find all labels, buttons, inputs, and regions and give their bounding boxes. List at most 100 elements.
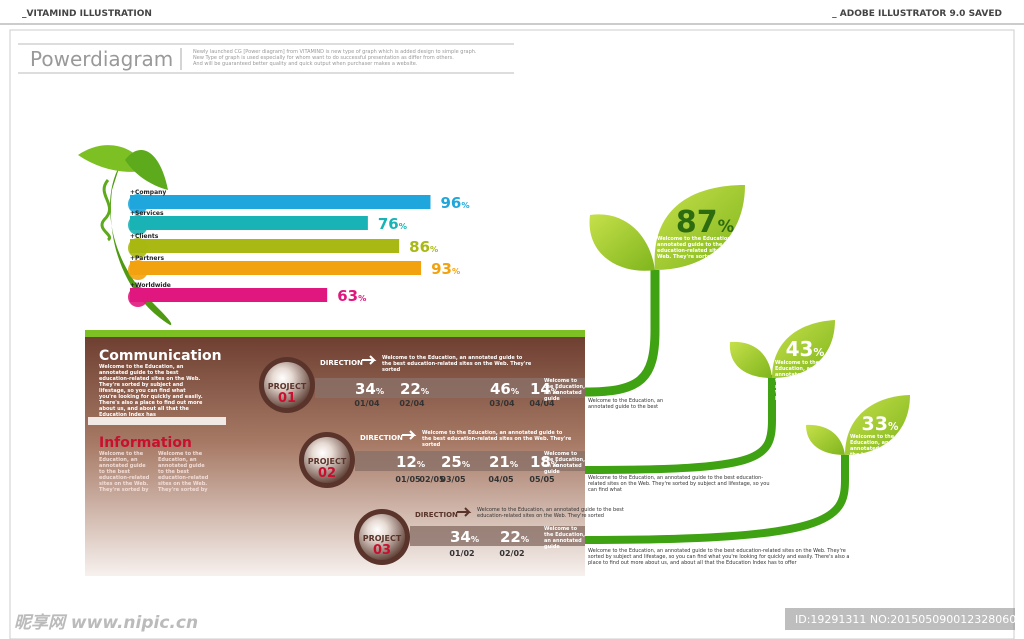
percent-unit: % <box>399 221 407 231</box>
date-label: 04/04 <box>529 399 555 408</box>
date-label: 05/05 <box>529 475 555 484</box>
section-title: Communication <box>99 348 222 364</box>
title: Powerdiagram <box>30 47 173 71</box>
project-note: Welcome to the Education, an annotated g… <box>544 526 585 550</box>
project-label: PROJECT <box>308 457 347 466</box>
pea <box>128 287 148 307</box>
leaf-text: Welcome to the Education, an annotated g… <box>850 434 907 476</box>
percent-value: 76 <box>378 215 399 233</box>
date-label: 01/04 <box>354 399 380 408</box>
date-label: 02/04 <box>399 399 425 408</box>
frame <box>9 29 1015 639</box>
leaf <box>729 341 772 378</box>
value-band <box>355 451 585 471</box>
project-number: 01 <box>278 391 296 406</box>
leaf <box>654 185 745 270</box>
percent-value: 25 <box>441 453 462 471</box>
value-band <box>315 378 585 398</box>
leaf <box>806 424 845 455</box>
leaf <box>845 395 910 455</box>
bar-label: +Services <box>130 210 164 217</box>
bar <box>130 216 368 230</box>
note: Welcome to the Education, an annotated g… <box>588 475 770 493</box>
watermark-site: 昵享网 www.nipic.cn <box>14 613 198 633</box>
percent-value: 12 <box>396 453 417 471</box>
direction: DIRECTION <box>360 434 403 442</box>
header-left: _VITAMIND ILLUSTRATION <box>22 9 152 19</box>
project-badge-inner <box>264 362 310 408</box>
project-value: 21% <box>489 453 518 471</box>
percent-unit: % <box>430 244 438 254</box>
direction-arrow <box>402 430 417 440</box>
project-value: 25% <box>441 453 470 471</box>
note: Welcome to the Education, an annotated g… <box>588 548 850 566</box>
watermark-strip <box>785 608 1015 630</box>
percent-unit: % <box>376 386 384 396</box>
percent-value: 33 <box>862 413 888 435</box>
section-title: Information <box>99 435 192 451</box>
direction-text: Welcome to the Education, an annotated g… <box>422 430 572 448</box>
pea <box>128 238 148 258</box>
bar-value: 96% <box>440 194 469 212</box>
percent-unit: % <box>551 459 559 469</box>
percent-unit: % <box>417 459 425 469</box>
bar <box>130 239 400 253</box>
project-label: PROJECT <box>363 534 402 543</box>
percent-value: 93 <box>431 260 452 278</box>
pea <box>128 260 148 280</box>
date-label: 01/05 <box>395 475 421 484</box>
leaf-value: 87% <box>676 205 735 240</box>
percent-value: 87 <box>676 205 718 240</box>
description-line: New Type of graph is used especially for… <box>193 55 454 61</box>
stem <box>584 455 849 544</box>
tendril <box>100 179 112 242</box>
bar-label: +Clients <box>130 233 159 240</box>
project-number: 02 <box>318 466 336 481</box>
leaf-value: 43% <box>786 337 825 361</box>
watermark-id: ID:19291311 NO:20150509001232806000 <box>795 613 1024 626</box>
percent-value: 86 <box>409 238 430 256</box>
project-value: 34% <box>355 380 384 398</box>
direction-text: Welcome to the Education, an annotated g… <box>477 507 624 519</box>
bar-value: 93% <box>431 260 460 278</box>
project-note: Welcome to the Education, an annotated g… <box>544 378 585 402</box>
percent-value: 21 <box>489 453 510 471</box>
project-note: Welcome to the Education, an annotated g… <box>544 451 585 475</box>
percent-unit: % <box>358 293 366 303</box>
project-value: 22% <box>500 528 529 546</box>
direction: DIRECTION <box>320 359 363 367</box>
percent-value: 22 <box>400 380 421 398</box>
leaf <box>772 320 835 378</box>
description: Newly launched CG [Power diagram] from V… <box>193 49 493 67</box>
percent-unit: % <box>510 459 518 469</box>
bar <box>130 195 431 209</box>
bar-label: +Partners <box>130 255 164 262</box>
direction-arrow <box>362 355 377 365</box>
percent-value: 34 <box>450 528 471 546</box>
date-label: 02/05 <box>419 475 445 484</box>
panel-divider <box>88 417 226 425</box>
percent-unit: % <box>813 346 824 359</box>
date-label: 03/05 <box>440 475 466 484</box>
percent-unit: % <box>551 386 559 396</box>
percent-value: 34 <box>355 380 376 398</box>
percent-value: 96 <box>440 194 461 212</box>
percent-unit: % <box>461 200 469 210</box>
pea <box>128 215 148 235</box>
percent-unit: % <box>452 266 460 276</box>
project-value: 46% <box>490 380 519 398</box>
bar-value: 86% <box>409 238 438 256</box>
information-text: Welcome to the Education, an annotated g… <box>99 451 150 493</box>
leaf-value: 33% <box>862 413 899 435</box>
percent-value: 18 <box>530 453 551 471</box>
direction: DIRECTION <box>415 511 458 519</box>
percent-value: 46 <box>490 380 511 398</box>
date-label: 03/04 <box>489 399 515 408</box>
direction-text: Welcome to the Education, an annotated g… <box>382 355 532 373</box>
percent-value: 14 <box>530 380 551 398</box>
project-value: 14% <box>530 380 559 398</box>
percent-value: 63 <box>337 287 358 305</box>
percent-value: 43 <box>786 337 814 361</box>
value-band <box>410 526 585 546</box>
